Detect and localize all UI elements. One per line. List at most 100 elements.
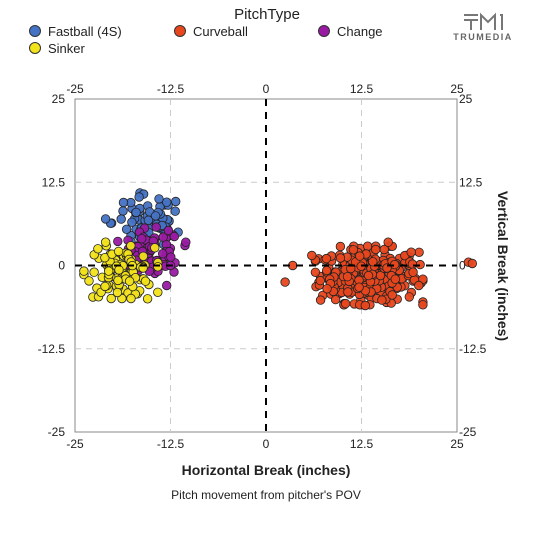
data-point-sinker xyxy=(103,266,114,276)
data-point-sinker xyxy=(79,266,89,276)
data-point-curveball xyxy=(342,272,353,282)
y-tick-label-right: 25 xyxy=(459,92,473,106)
trumedia-logo: TRUMEDIA xyxy=(448,12,518,42)
y-tick-label-right: 12.5 xyxy=(459,175,483,189)
legend-item-curveball[interactable]: Curveball xyxy=(174,24,248,39)
legend-title: PitchType xyxy=(234,6,300,23)
data-point-curveball xyxy=(343,287,353,297)
y-tick-label-left: 12.5 xyxy=(42,175,66,189)
data-point-sinker xyxy=(100,237,111,247)
data-point-fastball-4s xyxy=(118,197,129,208)
data-point-sinker xyxy=(100,281,110,292)
legend-label-sinker: Sinker xyxy=(48,41,85,56)
data-point-curveball xyxy=(363,270,374,281)
data-point-fastball-4s xyxy=(116,214,126,224)
data-point-curveball xyxy=(335,253,346,263)
data-point-curveball xyxy=(355,251,365,261)
data-point-curveball xyxy=(322,284,332,294)
data-point-curveball xyxy=(467,258,478,269)
legend-item-change[interactable]: Change xyxy=(318,24,383,39)
y-tick-label-right: -12.5 xyxy=(459,342,487,356)
y-tick-label-right: -25 xyxy=(459,425,477,439)
data-point-curveball xyxy=(406,247,416,257)
data-point-curveball xyxy=(418,300,428,310)
legend-dot-change xyxy=(318,25,330,37)
x-tick-label-bottom: 25 xyxy=(450,437,464,451)
x-tick-label-bottom: 12.5 xyxy=(350,437,374,451)
x-tick-label-top: -12.5 xyxy=(157,82,185,96)
data-point-curveball xyxy=(360,300,371,311)
data-point-curveball xyxy=(321,253,332,264)
data-point-fastball-4s xyxy=(143,215,154,226)
legend-item-sinker[interactable]: Sinker xyxy=(29,41,85,56)
data-point-curveball xyxy=(407,259,418,269)
data-point-sinker xyxy=(150,243,160,253)
data-point-sinker xyxy=(153,262,163,272)
data-point-fastball-4s xyxy=(100,214,111,224)
y-tick-label-left: -12.5 xyxy=(38,342,66,356)
data-point-curveball xyxy=(383,237,393,247)
y-tick-label-right: 0 xyxy=(459,259,466,273)
data-point-fastball-4s xyxy=(121,224,132,235)
data-point-sinker xyxy=(93,244,103,254)
data-point-curveball xyxy=(408,267,418,277)
data-point-sinker xyxy=(106,293,116,304)
legend-item-fastball[interactable]: Fastball (4S) xyxy=(29,24,122,39)
data-point-curveball xyxy=(315,275,326,286)
data-point-curveball xyxy=(280,277,290,287)
data-point-sinker xyxy=(126,293,136,304)
data-point-sinker xyxy=(140,276,151,286)
data-point-curveball xyxy=(368,257,378,267)
data-point-curveball xyxy=(315,295,326,305)
data-point-sinker xyxy=(124,276,135,286)
legend-dot-curveball xyxy=(174,25,186,37)
data-point-curveball xyxy=(340,298,351,309)
data-point-curveball xyxy=(414,280,424,291)
data-point-change xyxy=(157,248,168,259)
data-point-sinker xyxy=(114,265,124,275)
data-point-fastball-4s xyxy=(170,206,180,216)
y-axis-label: Vertical Break (inches) xyxy=(495,191,511,341)
data-point-curveball xyxy=(310,267,321,278)
legend-label-change: Change xyxy=(337,24,383,39)
data-point-fastball-4s xyxy=(127,217,137,227)
data-point-change xyxy=(151,222,161,232)
data-point-fastball-4s xyxy=(150,211,161,221)
trumedia-logo-icon xyxy=(464,12,503,30)
data-point-fastball-4s xyxy=(170,196,181,207)
data-point-fastball-4s xyxy=(154,194,164,204)
data-point-curveball xyxy=(348,245,359,255)
x-tick-label-bottom: 0 xyxy=(263,437,270,451)
y-tick-label-left: 25 xyxy=(52,92,66,106)
x-axis-label: Horizontal Break (inches) xyxy=(182,462,351,478)
legend-dot-sinker xyxy=(29,42,41,54)
data-point-change xyxy=(181,237,191,247)
x-tick-label-bottom: -25 xyxy=(66,437,84,451)
chart-caption: Pitch movement from pitcher's POV xyxy=(171,488,361,502)
x-tick-label-bottom: -12.5 xyxy=(157,437,185,451)
data-point-fastball-4s xyxy=(118,206,128,216)
x-tick-label-top: 25 xyxy=(450,82,464,96)
data-point-sinker xyxy=(142,294,153,304)
data-point-sinker xyxy=(84,276,94,286)
x-tick-label-top: 0 xyxy=(263,82,270,96)
data-point-curveball xyxy=(354,282,364,292)
data-point-curveball xyxy=(335,241,346,252)
data-point-change xyxy=(166,252,176,262)
data-point-curveball xyxy=(330,294,341,305)
data-point-curveball xyxy=(387,290,397,300)
data-point-sinker xyxy=(113,275,123,286)
data-point-sinker xyxy=(126,241,136,251)
x-tick-label-top: 12.5 xyxy=(350,82,374,96)
legend-label-curveball: Curveball xyxy=(193,24,248,39)
legend-dot-fastball xyxy=(29,25,41,37)
data-point-curveball xyxy=(377,295,387,305)
data-point-curveball xyxy=(390,274,401,284)
legend-label-fastball: Fastball (4S) xyxy=(48,24,122,39)
logo-text: TRUMEDIA xyxy=(453,32,513,42)
data-point-change xyxy=(136,233,147,244)
data-point-fastball-4s xyxy=(134,192,144,202)
data-point-sinker xyxy=(112,287,123,298)
data-point-curveball xyxy=(307,250,317,261)
